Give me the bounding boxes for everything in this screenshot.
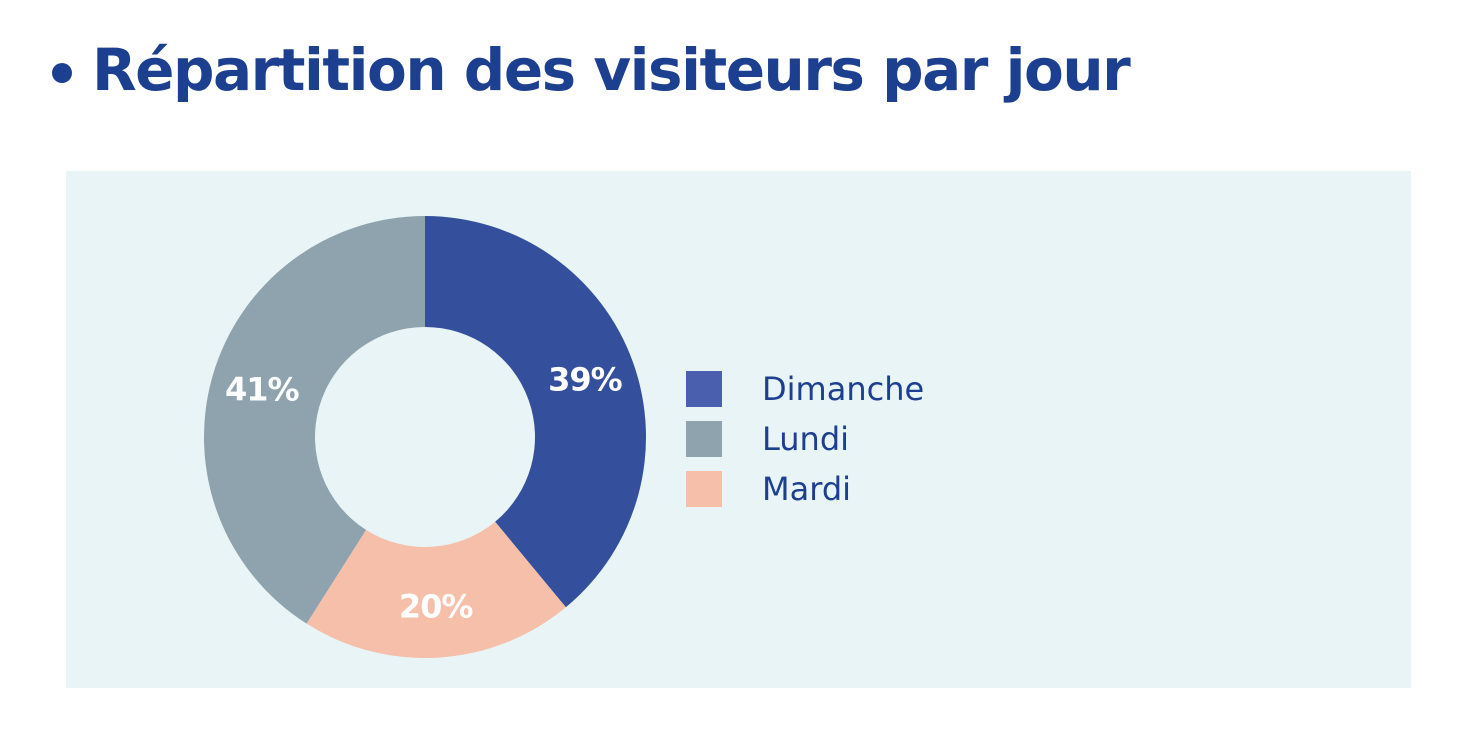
data-label-lundi: 41% [225,371,300,409]
page-title-text: Répartition des visiteurs par jour [92,36,1131,104]
slice-dimanche [425,216,646,608]
legend-swatch-mardi [686,471,722,507]
legend-swatch-dimanche [686,371,722,407]
data-label-mardi: 20% [399,588,474,626]
chart-panel: 39% 20% 41% Dimanche Lundi Mardi [66,171,1411,688]
legend-swatch-lundi [686,421,722,457]
data-label-dimanche: 39% [548,360,623,398]
legend-label-dimanche: Dimanche [762,370,925,408]
chart-legend: Dimanche Lundi Mardi [686,364,924,514]
legend-item-dimanche: Dimanche [686,364,924,414]
slice-lundi [204,216,425,624]
legend-label-lundi: Lundi [762,420,850,458]
legend-item-mardi: Mardi [686,464,924,514]
slice-mardi [306,521,566,658]
donut-chart: 39% 20% 41% [204,216,646,658]
bullet-icon [52,63,72,83]
page-title: Répartition des visiteurs par jour [52,30,1131,110]
legend-item-lundi: Lundi [686,414,924,464]
legend-label-mardi: Mardi [762,470,852,508]
